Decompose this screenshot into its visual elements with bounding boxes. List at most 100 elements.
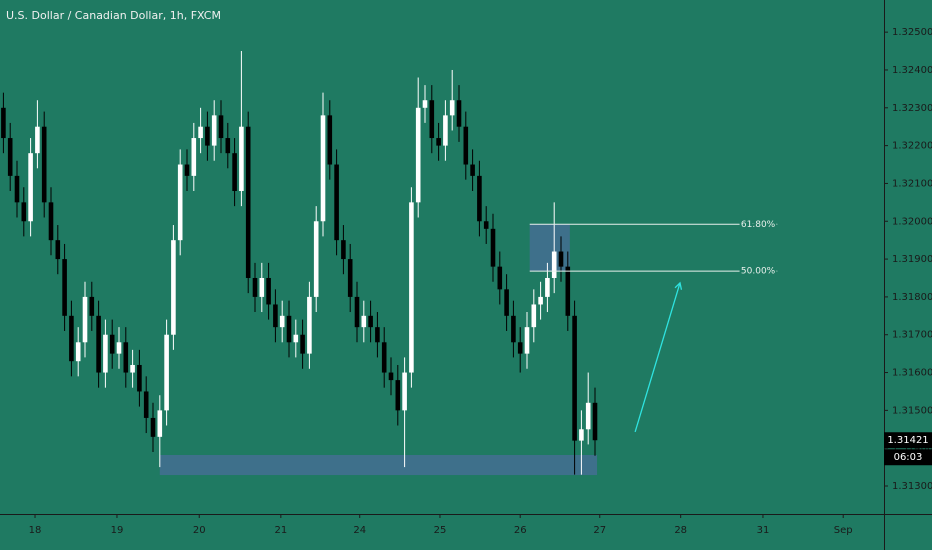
candle-body [286,315,292,343]
candle-body [300,334,305,354]
last-price-tag [884,432,932,449]
candle-body [449,100,455,116]
candle-body [41,126,47,203]
x-tick-label: 31 [757,525,770,536]
candle-body [177,164,183,241]
candle-body [483,221,489,229]
candle-body [123,342,129,373]
candle-body [511,315,516,343]
candle-body [157,410,163,437]
candle-body [62,259,67,316]
candle-body [35,126,40,154]
candle-body [504,289,509,316]
y-tick-label: 1.31600 [892,368,932,379]
x-tick-label: 28 [674,525,687,536]
candle-body [164,334,169,411]
arrow [634,282,681,433]
candle-body [456,100,462,127]
candle-body [579,429,584,441]
candle-body [463,126,469,165]
candle-body [259,277,265,297]
candle-body [143,391,149,418]
candle-body [69,315,74,362]
candle-body [524,327,530,354]
arrow-head [674,281,683,290]
candle-body [184,164,190,176]
candle-body [361,315,367,328]
candle-body [307,296,312,354]
candle-body [239,126,244,192]
x-tick-label: 27 [593,525,606,536]
candle-body [409,202,414,373]
candle-body [150,417,156,437]
candle-body [96,315,101,373]
candle-body [273,304,278,328]
candle-body [402,372,407,411]
candle-body [388,372,394,381]
candle-body [225,138,231,154]
chart-title: U.S. Dollar / Canadian Dollar, 1h, FXCM [6,9,221,22]
candle-body [75,342,81,362]
candle-body [218,115,224,139]
candle-body [572,315,577,441]
y-tick-label: 1.31700 [892,330,932,341]
candle-body [395,380,401,411]
candle-body [14,175,20,203]
candle-body [490,228,496,267]
last-price-label: 1.31421 [887,435,928,446]
candle-body [89,296,95,316]
x-tick-label: 18 [29,525,42,536]
candle-body [137,364,142,392]
x-tick-label: 20 [193,525,206,536]
candle-body [28,153,33,222]
candle-body [198,126,203,139]
candle-body [422,100,428,108]
candle-body [354,296,360,328]
candle-body [429,100,435,139]
candle-body [109,334,115,354]
candle-body [205,126,210,146]
candle-body [592,402,598,441]
countdown: 06:03 [894,452,923,463]
candle-body [293,334,299,343]
x-tick-label: 24 [353,525,366,536]
candle-body [347,259,353,297]
y-tick-label: 1.31900 [892,254,932,265]
candle-body [103,334,108,373]
y-tick-label: 1.32500 [892,27,932,38]
x-tick-label: 25 [434,525,447,536]
candle-body [538,296,543,305]
candle-body [232,153,237,192]
candle-body [245,126,251,278]
candle-body [82,296,88,343]
y-tick-label: 1.31800 [892,292,932,303]
y-tick-label: 1.32000 [892,216,932,227]
candle-body [334,164,339,241]
candle-body [211,115,217,146]
candle-body [415,107,421,203]
y-tick-label: 1.32400 [892,65,932,76]
candle-body [55,240,61,260]
candle-body [368,315,373,328]
candle-body [497,266,503,290]
candle-body [252,277,258,297]
candle-body [545,277,550,297]
candle-body [381,342,387,373]
candle-body [531,304,537,328]
candle-body [320,115,326,222]
candle-body [130,364,135,373]
candle-body [48,202,54,241]
candle-body [551,251,557,278]
candle-body [7,138,13,176]
y-tick-label: 1.31400 [892,443,932,454]
candle-body [470,164,475,176]
countdown-box [884,449,932,466]
x-tick-label: 19 [111,525,124,536]
candle-body [436,138,441,146]
y-tick-label: 1.32300 [892,103,932,114]
fib-box [529,224,570,272]
candle-body [443,115,448,146]
x-tick-label: Sep [834,525,853,536]
